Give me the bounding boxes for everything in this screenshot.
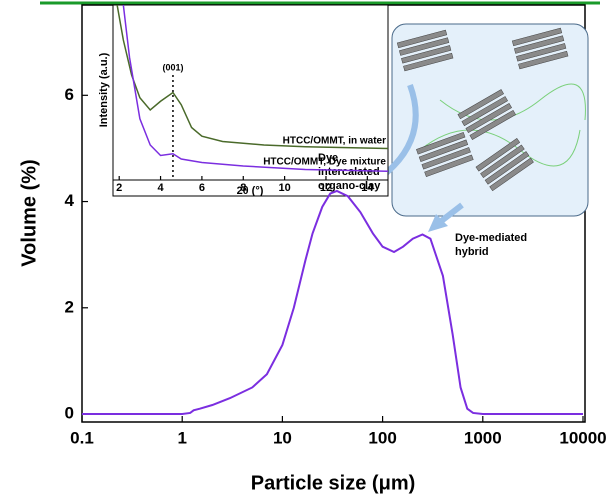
x-tick-label: 1 (177, 428, 186, 447)
x-tick-label: 12 (320, 182, 332, 194)
x-tick-label: 10 (273, 428, 292, 447)
series-line (82, 191, 583, 414)
chart: Particle size (μm) Volume (%) 2θ (°) Int… (0, 0, 616, 498)
x-axis-label: Particle size (μm) (251, 472, 416, 494)
x-tick-label: 1000 (464, 428, 502, 447)
y-tick-label: 6 (65, 85, 74, 104)
series-label: HTCC/OMMT, Dye mixture (263, 157, 386, 168)
peak-label: (001) (162, 62, 183, 72)
x-tick-label: 8 (240, 182, 246, 194)
x-tick-label: 10000 (559, 428, 606, 447)
page: {"chart_data": [ {"type": "line", "x_lab… (0, 0, 616, 498)
x-tick-label: 100 (368, 428, 396, 447)
series-label: HTCC/OMMT, in water (283, 136, 386, 147)
y-tick-label: 0 (65, 404, 74, 423)
x-tick-label: 4 (157, 182, 164, 194)
annotation: hybrid (455, 246, 489, 258)
annotation: intercalated (318, 166, 380, 178)
y-tick-label: 4 (65, 191, 75, 210)
schematic (392, 24, 588, 216)
x-tick-label: 14 (361, 182, 374, 194)
x-tick-label: 0.1 (70, 428, 94, 447)
y-axis-label: Volume (%) (18, 159, 40, 266)
inset-y-label: Intensity (a.u.) (98, 52, 110, 127)
x-tick-label: 6 (199, 182, 205, 194)
annotation: Dye-mediated (455, 232, 527, 244)
y-tick-label: 2 (65, 297, 74, 316)
x-tick-label: 2 (116, 182, 122, 194)
x-tick-label: 10 (278, 182, 290, 194)
